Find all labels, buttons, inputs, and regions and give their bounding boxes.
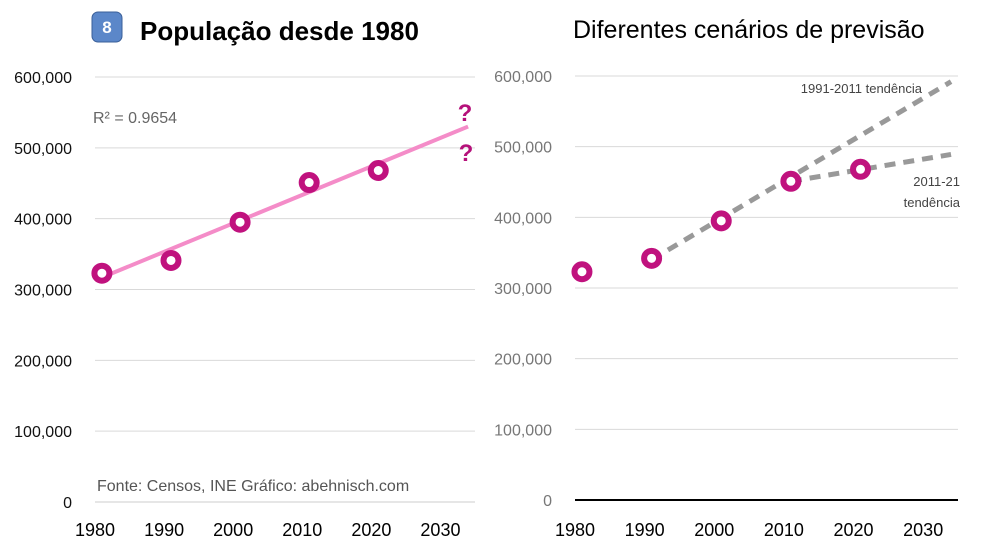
r-squared-label: R² = 0.9654: [93, 110, 177, 127]
left-data-point: [160, 249, 182, 271]
right-y-tick-label: 300,000: [494, 281, 552, 298]
left-x-tick-label: 2020: [351, 520, 391, 540]
right-chart: Diferentes cenários de previsão 0 100,000…: [494, 16, 961, 540]
scenario-label-2011-21-line2: tendência: [904, 195, 961, 210]
left-y-tick-labels: 0 100,000 200,000 300,000 400,000 500,000 600,…: [14, 70, 72, 512]
left-data-point: [229, 211, 251, 233]
right-x-tick-label: 1980: [555, 520, 595, 540]
right-y-tick-label: 600,000: [494, 69, 552, 86]
right-y-tick-labels: 0 100,000 200,000 300,000 400,000 500,000 600,…: [494, 69, 552, 510]
left-x-tick-label: 1980: [75, 520, 115, 540]
left-y-tick-label: 100,000: [14, 424, 72, 441]
scenario-line-2011-21: [790, 151, 952, 184]
left-x-tick-label: 2000: [213, 520, 253, 540]
source-note: Fonte: Censos, INE Gráfico: abehnisch.co…: [97, 478, 409, 495]
left-y-tick-label: 400,000: [14, 212, 72, 229]
right-data-point: [780, 170, 802, 192]
right-y-tick-label: 400,000: [494, 210, 552, 227]
right-x-tick-label: 2010: [764, 520, 804, 540]
scenario-label-1991-2011: 1991-2011 tendência: [801, 81, 923, 96]
right-data-point: [850, 158, 872, 180]
left-trendline: [94, 124, 469, 283]
right-gridlines: [575, 75, 958, 501]
right-data-points: [571, 158, 872, 283]
scenario-label-2011-21-line1: 2011-21: [913, 174, 960, 189]
right-data-point: [710, 210, 732, 232]
left-x-tick-label: 2030: [420, 520, 460, 540]
left-x-tick-label: 1990: [144, 520, 184, 540]
badge-number: 8: [102, 18, 111, 37]
right-x-tick-label: 2030: [903, 520, 943, 540]
question-mark-upper: ?: [458, 100, 473, 127]
left-title-group: 8 População desde 1980: [91, 11, 419, 46]
right-x-tick-label: 1990: [625, 520, 665, 540]
left-y-tick-label: 500,000: [14, 141, 72, 158]
badge-box: [91, 11, 123, 43]
right-x-tick-labels: 1980 1990 2000 2010 2020 2030: [555, 520, 943, 540]
question-mark-lower: ?: [459, 140, 474, 167]
scenario-line-1991-2011: [650, 79, 953, 262]
right-data-point: [641, 247, 663, 269]
left-y-tick-label: 0: [63, 495, 72, 512]
scenario-lines: [650, 79, 953, 262]
left-data-points: [91, 160, 389, 284]
right-chart-title: Diferentes cenários de previsão: [573, 16, 925, 44]
left-y-tick-label: 200,000: [14, 353, 72, 370]
right-x-tick-label: 2020: [834, 520, 874, 540]
left-y-tick-label: 300,000: [14, 283, 72, 300]
left-x-tick-label: 2010: [282, 520, 322, 540]
left-gridlines: [95, 76, 475, 503]
right-y-tick-label: 0: [543, 493, 552, 510]
right-y-tick-label: 100,000: [494, 422, 552, 439]
left-data-point: [91, 262, 113, 284]
right-x-tick-label: 2000: [694, 520, 734, 540]
left-data-point: [298, 172, 320, 194]
left-data-point: [367, 160, 389, 181]
right-y-tick-label: 500,000: [494, 140, 552, 157]
left-y-tick-label: 600,000: [14, 70, 72, 87]
left-chart-title: População desde 1980: [140, 16, 419, 46]
left-x-tick-labels: 1980 1990 2000 2010 2020 2030: [75, 520, 461, 540]
right-y-tick-label: 200,000: [494, 352, 552, 369]
right-data-point: [571, 261, 593, 283]
left-chart: 8 População desde 1980 0 100,000 200,000 30…: [14, 11, 475, 540]
